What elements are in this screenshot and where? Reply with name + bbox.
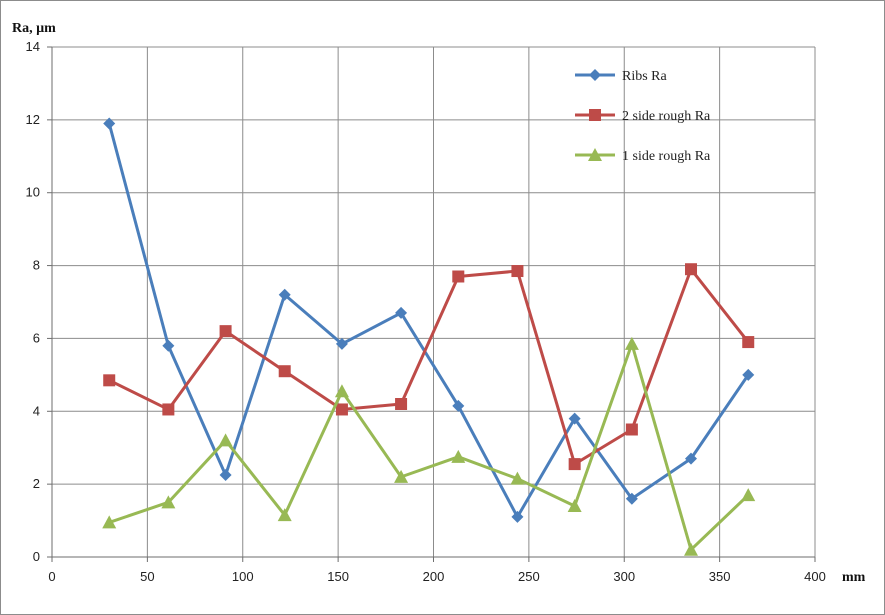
x-tick-label: 0: [48, 569, 55, 584]
data-point: [568, 458, 581, 471]
data-point: [103, 374, 116, 387]
legend-label: 2 side rough Ra: [622, 109, 711, 124]
data-point: [742, 336, 755, 349]
data-point: [625, 492, 638, 505]
y-tick-label: 14: [26, 39, 40, 54]
legend-marker: [589, 69, 601, 81]
y-tick-label: 0: [33, 549, 40, 564]
data-point: [742, 368, 755, 381]
data-point: [162, 403, 175, 416]
legend-label: 1 side rough Ra: [622, 149, 711, 164]
series-line: [107, 123, 750, 519]
series-layer: [102, 117, 756, 556]
legend-item: 1 side rough Ra: [575, 148, 711, 164]
data-point: [161, 495, 176, 509]
x-tick-label: 200: [423, 569, 445, 584]
series-line: [108, 342, 750, 552]
data-point: [335, 337, 348, 350]
data-point: [624, 336, 639, 350]
y-tick-label: 10: [26, 185, 40, 200]
data-point: [685, 452, 698, 465]
data-point: [511, 265, 524, 278]
y-tick-label: 12: [26, 112, 40, 127]
y-tick-label: 6: [33, 330, 40, 345]
gridlines: [52, 46, 816, 557]
data-point: [741, 488, 756, 502]
data-point: [278, 365, 291, 378]
data-point: [102, 515, 117, 529]
x-tick-label: 400: [804, 569, 826, 584]
x-axis-title: mm: [842, 570, 866, 585]
y-axis-title: Ra, µm: [12, 21, 56, 36]
data-point: [511, 510, 524, 523]
data-point: [219, 325, 232, 338]
data-point: [567, 499, 582, 512]
data-point: [162, 339, 175, 352]
x-tick-label: 250: [518, 569, 540, 584]
x-tick-label: 100: [232, 569, 254, 584]
y-tick-label: 8: [33, 258, 40, 273]
x-tick-label: 300: [613, 569, 635, 584]
data-point: [684, 542, 699, 556]
y-tick-label: 2: [33, 476, 40, 491]
series-line: [108, 267, 750, 466]
data-point: [394, 469, 409, 483]
data-point: [395, 398, 408, 410]
data-point: [277, 508, 292, 522]
x-tick-label: 150: [327, 569, 349, 584]
legend-marker: [588, 148, 602, 161]
y-tick-labels: 0 2 4 6 8 10 12 14: [26, 39, 40, 564]
series-1: [103, 117, 755, 523]
data-point: [334, 384, 349, 398]
y-tick-label: 4: [33, 403, 40, 418]
data-point: [395, 306, 408, 319]
legend-marker: [589, 109, 601, 121]
x-tick-label: 50: [140, 569, 154, 584]
x-tick-labels: 0 50 100 150 200 250 300 350 400: [48, 569, 825, 584]
data-point: [452, 270, 465, 283]
axes: [47, 46, 816, 562]
legend-label: Ribs Ra: [622, 69, 668, 84]
data-point: [452, 399, 465, 412]
data-point: [218, 433, 233, 447]
data-point: [103, 117, 116, 130]
data-point: [335, 403, 348, 416]
data-point: [451, 449, 466, 463]
data-point: [278, 288, 291, 301]
data-point: [219, 469, 232, 482]
data-point: [510, 471, 525, 485]
data-point: [568, 412, 581, 425]
data-point: [685, 263, 698, 276]
series-2: [103, 263, 755, 471]
legend: Ribs Ra 2 side rough Ra 1 side rough Ra: [575, 69, 711, 164]
legend-item: Ribs Ra: [575, 69, 668, 84]
data-point: [625, 423, 638, 436]
legend-item: 2 side rough Ra: [575, 109, 711, 124]
x-tick-label: 350: [709, 569, 731, 584]
series-3: [102, 336, 756, 556]
